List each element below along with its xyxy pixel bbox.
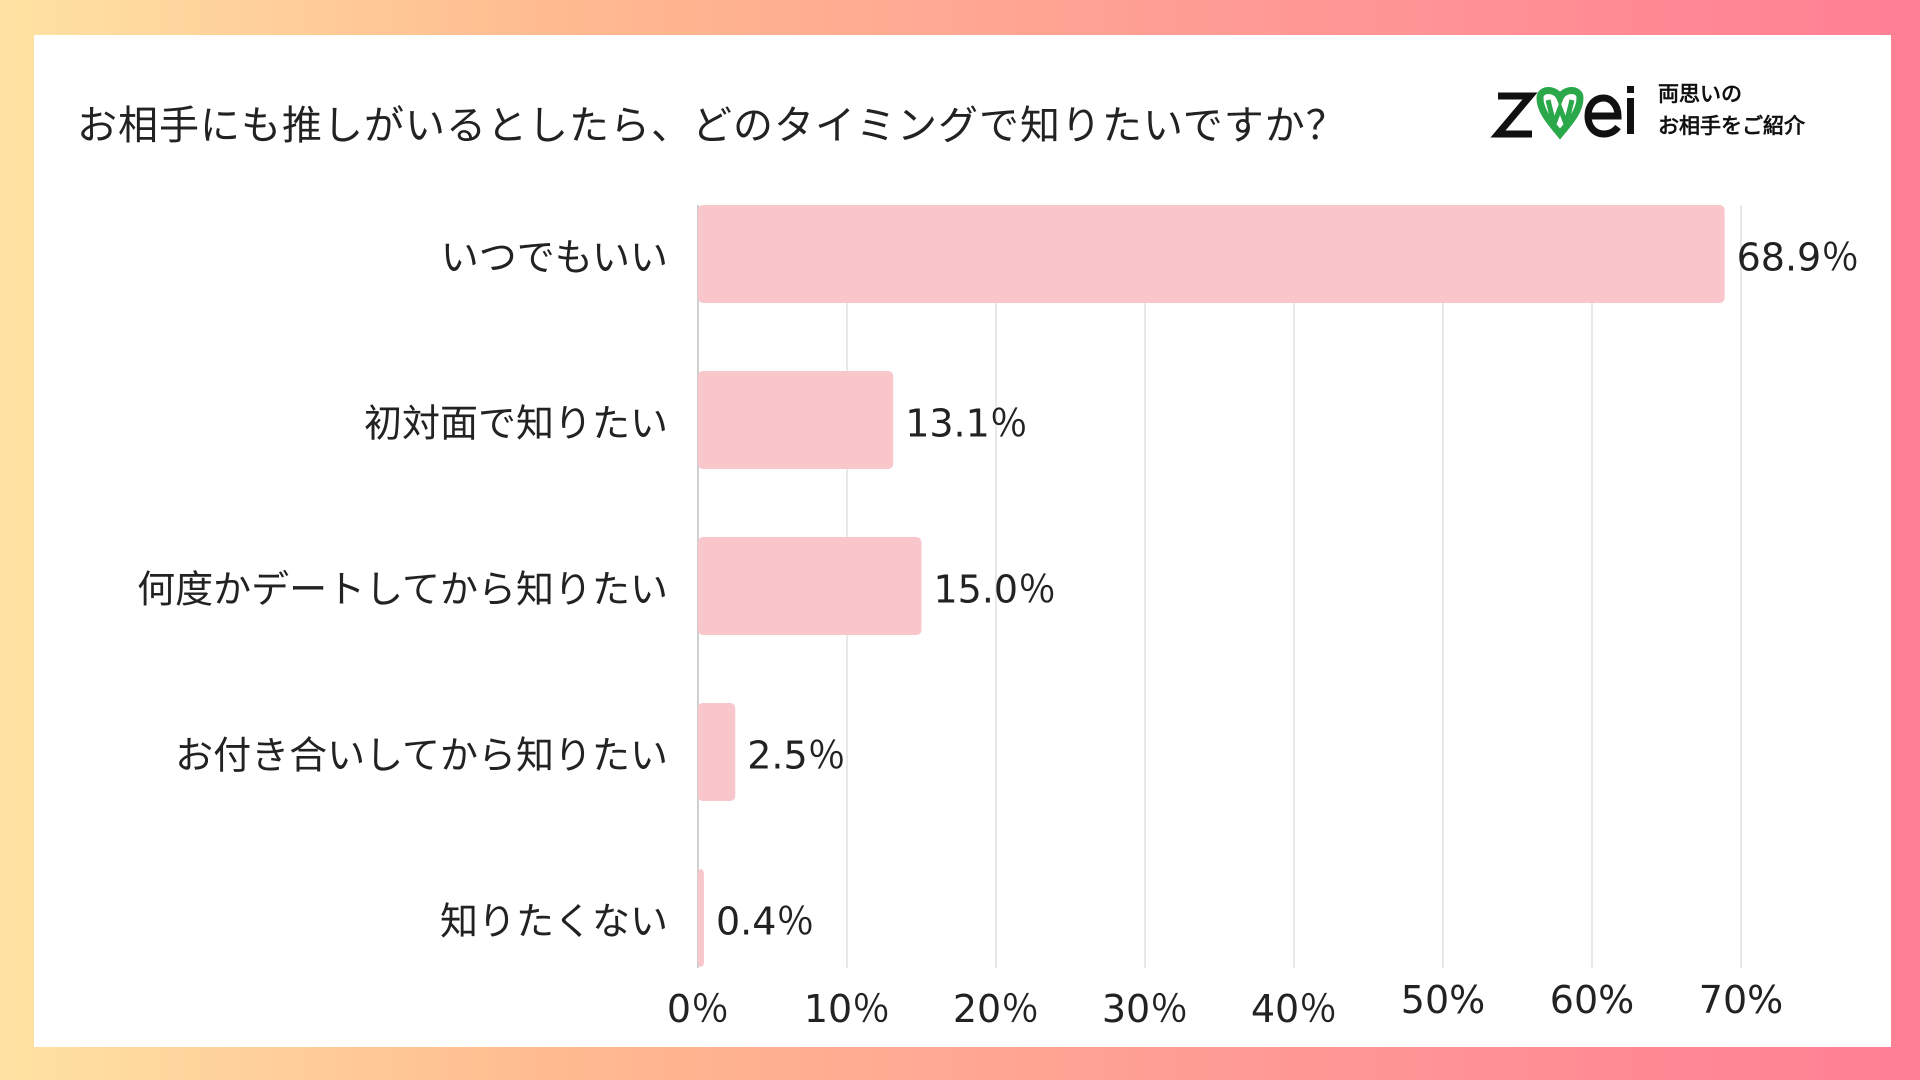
x-tick-label: 30％ [1101, 987, 1189, 1031]
x-tick-label: 0％ [666, 987, 730, 1031]
x-tick-label: 50% [1400, 978, 1486, 1022]
x-tick-label: 70% [1698, 978, 1784, 1022]
bar [698, 537, 922, 635]
category-label: 知りたくない [439, 899, 668, 944]
logo-tagline-line2: お相手をご紹介 [1658, 113, 1805, 138]
zwei-wordmark [1490, 86, 1634, 140]
bar [698, 371, 894, 469]
category-label: いつでもいい [440, 235, 668, 280]
bar [698, 703, 736, 801]
bar [698, 205, 1725, 303]
category-label: お付き合いしてから知りたい [175, 733, 668, 778]
chart-title: お相手にも推しがいるとしたら、どのタイミングで知りたいですか？ [77, 103, 1347, 149]
value-label: 68.9％ [1736, 235, 1860, 280]
logo-tagline-line1: 両思いの [1658, 81, 1742, 106]
bar [698, 869, 704, 967]
chart-card [34, 35, 1891, 1047]
x-tick-label: 20％ [952, 987, 1040, 1031]
category-label: 初対面で知りたい [363, 401, 668, 446]
value-label: 13.1％ [905, 401, 1028, 446]
logo-tagline: 両思いの お相手をご紹介 [1658, 78, 1805, 142]
x-tick-label: 10％ [803, 987, 891, 1031]
x-tick-label: 60% [1549, 978, 1635, 1022]
x-tick-label: 40％ [1250, 987, 1338, 1031]
value-label: 2.5％ [747, 733, 846, 778]
brand-logo: 両思いの お相手をご紹介 [1490, 78, 1850, 148]
value-label: 15.0％ [933, 567, 1057, 612]
value-label: 0.4％ [715, 899, 815, 944]
category-label: 何度かデートしてから知りたい [137, 567, 668, 612]
